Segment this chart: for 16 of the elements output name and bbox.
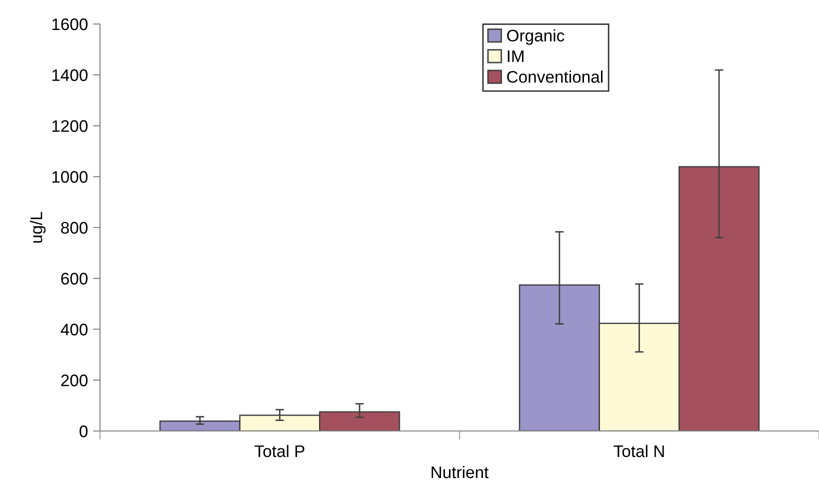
y-tick-label: 800	[61, 222, 88, 234]
y-tick-label: 600	[61, 272, 88, 285]
y-tick-label: 0	[80, 425, 88, 438]
x-tick-label: Total P	[254, 444, 304, 458]
legend-label: Organic	[507, 29, 564, 45]
y-tick-label: 1200	[52, 120, 88, 132]
legend-label: IM	[508, 50, 524, 62]
y-tick-label: 1400	[52, 69, 88, 82]
y-axis-title: ug/L	[30, 212, 46, 243]
y-tick-label: 1000	[52, 171, 88, 183]
y-tick-label: 200	[61, 374, 88, 386]
legend-label: Conventional	[507, 70, 602, 83]
y-tick-label: 400	[60, 324, 88, 336]
x-axis-title: Nutrient	[432, 466, 489, 478]
x-tick-label: Total N	[614, 444, 664, 458]
y-tick-label: 1600	[52, 18, 88, 30]
